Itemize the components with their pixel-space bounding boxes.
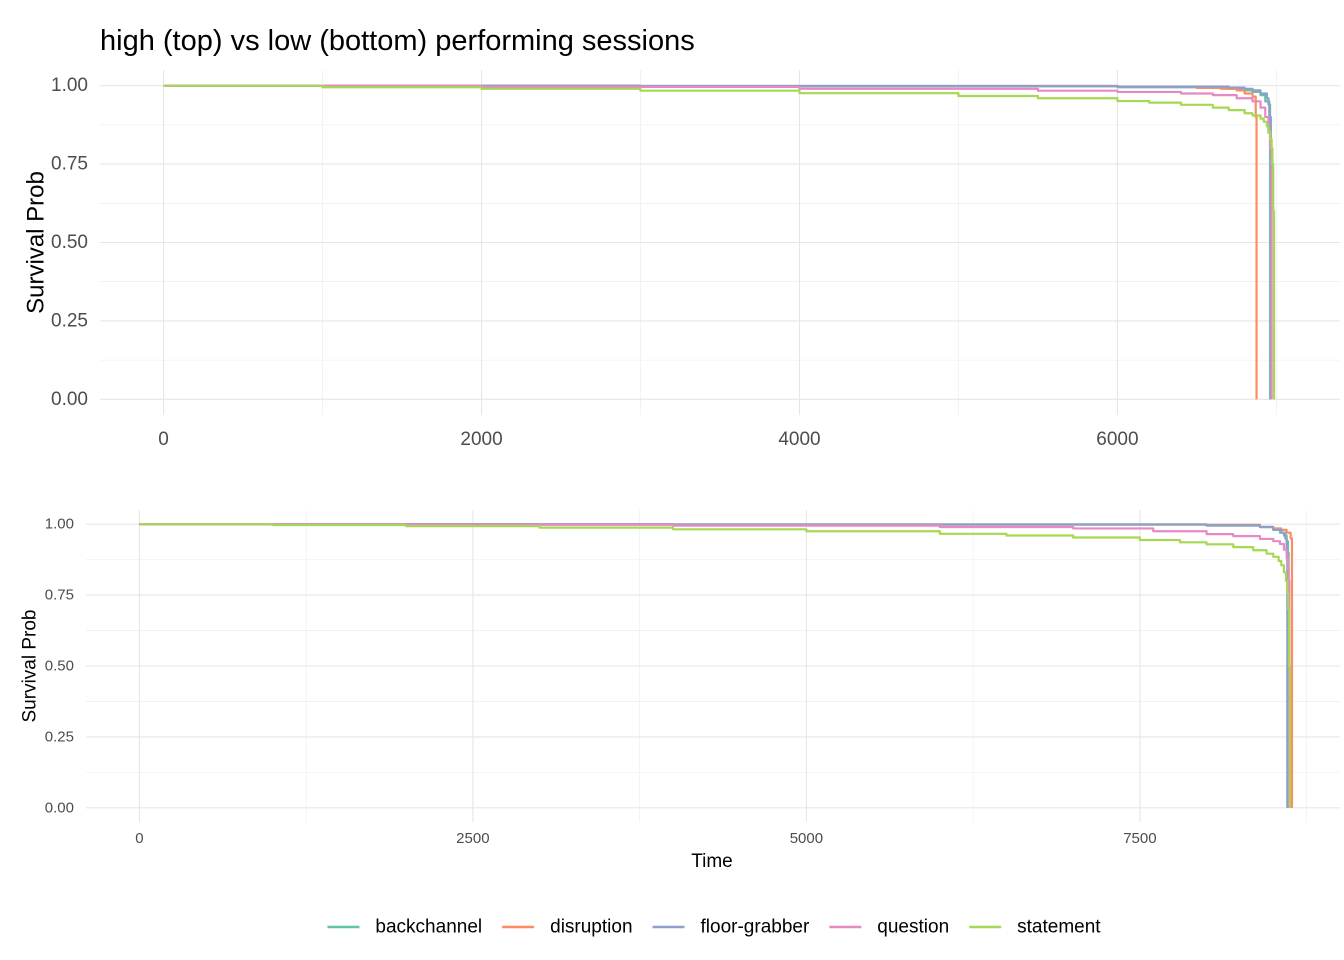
chart-title: high (top) vs low (bottom) performing se…: [100, 25, 695, 57]
y-tick-label: 1.00: [45, 516, 74, 533]
y-tick-label: 0.00: [45, 799, 74, 816]
x-axis-title: Time: [691, 851, 733, 872]
series-line-floor-grabber: [139, 523, 1289, 808]
y-tick-label: 0.25: [45, 728, 74, 745]
x-tick-label: 0: [158, 429, 169, 450]
legend-item-question: question: [829, 917, 949, 938]
x-tick-label: 5000: [790, 830, 823, 847]
x-tick-label: 7500: [1123, 830, 1156, 847]
series-line-floor-grabber: [163, 84, 1272, 400]
x-tick-label: 0: [135, 830, 143, 847]
grid: [86, 510, 1340, 822]
x-tick-label: 4000: [778, 429, 820, 450]
legend-label: disruption: [550, 917, 632, 938]
x-tick-label: 6000: [1096, 429, 1138, 450]
legend-label: backchannel: [375, 917, 482, 938]
legend-item-backchannel: backchannel: [327, 917, 482, 938]
y-tick-label: 0.75: [51, 154, 88, 175]
y-tick-label: 1.00: [51, 75, 88, 96]
legend: backchannel disruption floor-grabber questi…: [327, 917, 1101, 938]
y-tick-label: 0.75: [45, 587, 74, 604]
legend-label: statement: [1017, 917, 1101, 938]
y-axis-title: Survival Prob: [23, 171, 50, 314]
x-tick-label: 2500: [456, 830, 489, 847]
legend-label: question: [877, 917, 949, 938]
top-panel: 0 2000 4000 6000 0.00 0.25 0.50 0.75 1.00 Surviva…: [23, 70, 1340, 450]
x-tick-label: 2000: [460, 429, 502, 450]
legend-item-disruption: disruption: [502, 917, 633, 938]
legend-item-floor-grabber: floor-grabber: [652, 917, 810, 938]
series-line-statement: [163, 84, 1276, 400]
series-line-question: [139, 523, 1291, 808]
series-line-statement: [139, 523, 1292, 808]
y-tick-label: 0.00: [51, 389, 88, 410]
legend-item-statement: statement: [969, 917, 1101, 938]
y-tick-label: 0.25: [51, 310, 88, 331]
y-tick-label: 0.50: [45, 658, 74, 675]
bottom-panel: 0 2500 5000 7500 0.00 0.25 0.50 0.75 1.00 Surviva…: [20, 510, 1340, 872]
grid: [100, 70, 1340, 415]
legend-label: floor-grabber: [701, 917, 810, 938]
y-tick-label: 0.50: [51, 232, 88, 253]
y-axis-title: Survival Prob: [20, 610, 41, 723]
